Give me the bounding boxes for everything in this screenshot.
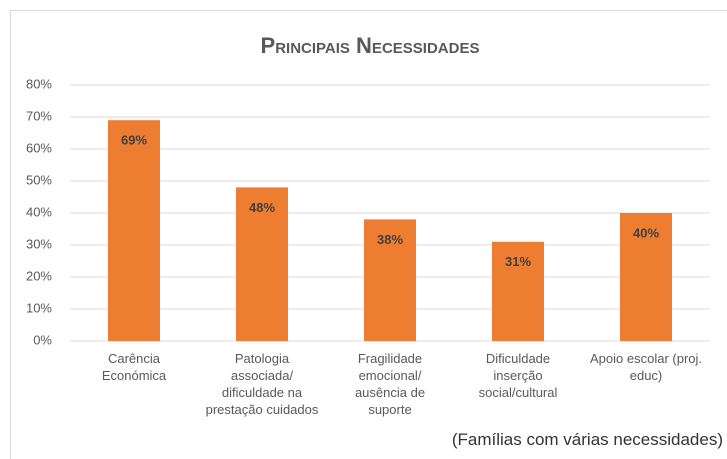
y-tick-label: 10% — [26, 300, 52, 315]
y-tick-label: 40% — [26, 204, 52, 219]
x-tick-label: Apoio escolar (proj. educ) — [590, 351, 702, 383]
chart-border — [10, 10, 727, 459]
y-tick-label: 60% — [26, 140, 52, 155]
annotation: (Famílias com várias necessidades) — [451, 430, 723, 449]
bar — [108, 120, 160, 341]
y-tick-label: 30% — [26, 236, 52, 251]
bar — [620, 213, 672, 341]
value-label: 40% — [633, 225, 659, 240]
value-label: 48% — [249, 200, 275, 215]
y-tick-label: 70% — [26, 108, 52, 123]
bar — [492, 241, 544, 341]
x-tick-label: Dificuldade inserção social/cultural — [478, 351, 558, 400]
value-label: 31% — [505, 254, 531, 269]
y-tick-label: 80% — [26, 76, 52, 91]
y-tick-label: 20% — [26, 268, 52, 283]
bar — [364, 219, 416, 341]
y-tick-label: 50% — [26, 172, 52, 187]
value-label: 69% — [121, 133, 147, 148]
x-tick-label: Fragilidade emocional/ ausência de supor… — [354, 351, 426, 417]
chart-title: Principais Necessidades — [261, 33, 480, 58]
value-label: 38% — [377, 232, 403, 247]
bar — [236, 187, 288, 341]
y-tick-label: 0% — [33, 332, 52, 347]
x-tick-label: Patologia associada/ dificuldade na pres… — [205, 351, 319, 417]
x-tick-label: Carência Económica — [101, 351, 167, 383]
